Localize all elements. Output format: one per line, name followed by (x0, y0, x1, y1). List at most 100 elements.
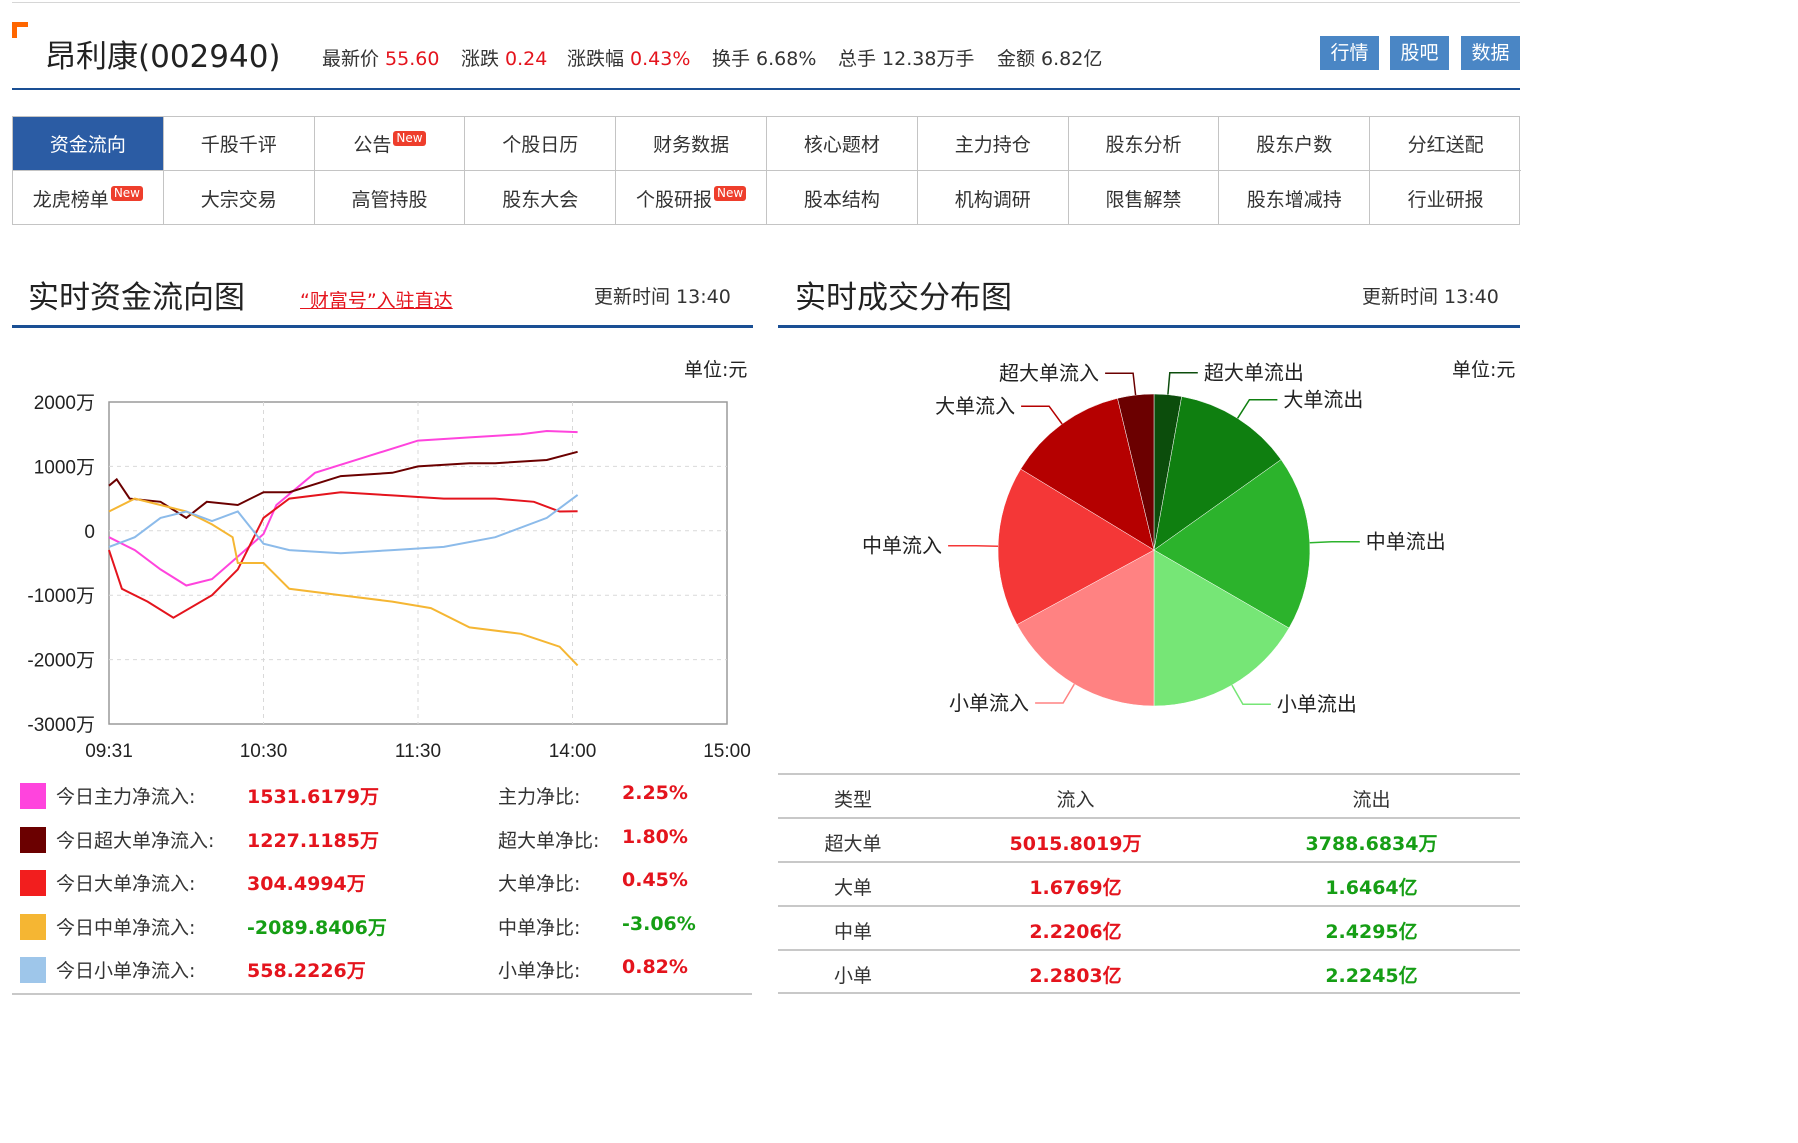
new-badge: New (110, 185, 143, 201)
legend-label: 今日主力净流入: (56, 786, 196, 808)
nav-tab[interactable]: 大宗交易 (164, 171, 315, 225)
pie-slice (1153, 459, 1311, 629)
legend-value: 304.4994万 (247, 873, 366, 895)
nav-tab[interactable]: 高管持股 (315, 171, 466, 225)
market-button[interactable]: 行情 (1320, 36, 1379, 70)
y-tick-label: -2000万 (27, 651, 95, 672)
row-inflow: 1.6769亿 (1029, 877, 1122, 899)
nav-tab-label: 行业研报 (1407, 188, 1484, 211)
nav-tab-label: 股东增减持 (1246, 188, 1342, 211)
legend-ratio-value: 2.25% (622, 782, 688, 804)
legend-ratio-label: 超大单净比: (498, 829, 600, 852)
nav-tab-label: 股东大会 (502, 188, 579, 211)
pie-leader-line (1105, 372, 1137, 396)
nav-tab[interactable]: 分红送配 (1370, 117, 1521, 171)
x-tick-label: 14:00 (549, 741, 597, 762)
nav-tab[interactable]: 股东大会 (465, 171, 617, 225)
data-button[interactable]: 数据 (1461, 36, 1520, 70)
nav-tab[interactable]: 股本结构 (767, 171, 918, 225)
pie-leader-line (1309, 540, 1360, 544)
stock-forum-button[interactable]: 股吧 (1390, 36, 1449, 70)
legend-ratio-value: 1.80% (622, 825, 688, 848)
nav-tab-label: 股东户数 (1256, 134, 1333, 156)
nav-tab[interactable]: 千股千评 (163, 117, 315, 171)
legend-ratio-value: -3.06% (622, 912, 696, 935)
fund-flow-line-chart: 2000万 1000万 0 -1000万 -2000万 -3000万 09:31 10:30 1… (27, 393, 750, 762)
nav-tab-label: 主力持仓 (954, 134, 1031, 156)
table-row: 超大单 5015.8019万 3788.6834万 (778, 817, 1520, 861)
pie-slice-label: 小单流入 (949, 691, 1029, 715)
nav-tab[interactable]: 主力持仓 (917, 117, 1069, 171)
header-divider (12, 88, 1520, 90)
flow-section-title: 实时资金流向图 (28, 280, 245, 316)
nav-tab-label: 财务数据 (653, 134, 730, 156)
series-line-4 (108, 497, 579, 667)
legend-value: 1531.6179万 (247, 786, 379, 808)
pie-slice-label: 中单流出 (1366, 530, 1446, 554)
table-bottom-rule (778, 992, 1520, 994)
nav-tab-label: 股东分析 (1105, 134, 1182, 156)
dist-unit-label: 单位:元 (1452, 359, 1516, 381)
legend-ratio-value: 0.45% (622, 869, 688, 891)
header-type: 类型 (833, 789, 872, 811)
nav-tab-label: 限售解禁 (1105, 188, 1182, 211)
table-header-row: 类型 流入 流出 (778, 773, 1520, 817)
pie-leader-line (1236, 398, 1278, 419)
nav-tab[interactable]: 机构调研 (918, 171, 1069, 225)
legend-ratio-value: 0.82% (622, 956, 688, 978)
wealth-account-link[interactable]: “财富号”入驻直达 (300, 290, 453, 312)
x-tick-label: 09:31 (85, 741, 133, 762)
row-inflow: 2.2206亿 (1029, 921, 1122, 943)
row-type: 中单 (833, 921, 872, 943)
nav-tab[interactable]: 个股日历 (465, 117, 617, 171)
legend-swatch (20, 957, 46, 983)
nav-tab[interactable]: 行业研报 (1370, 171, 1521, 225)
flow-section-rule (12, 325, 753, 328)
legend-ratio-label: 小单净比: (498, 960, 581, 982)
pie-leader-line (1021, 405, 1063, 425)
y-tick-label: 0 (84, 522, 95, 543)
nav-tab[interactable]: 股东户数 (1219, 117, 1371, 171)
row-outflow: 3788.6834万 (1305, 833, 1438, 855)
y-tick-label: 2000万 (34, 393, 95, 414)
row-type: 小单 (833, 965, 872, 987)
legend-row: 今日超大单净流入: 1227.1185万 超大单净比: 1.80% (20, 821, 760, 861)
table-row: 中单 2.2206亿 2.4295亿 (778, 905, 1520, 949)
nav-tab-label: 大宗交易 (200, 188, 277, 211)
nav-tab-label: 龙虎榜单 (32, 188, 109, 211)
pie-leader-line (1167, 371, 1198, 395)
nav-tab[interactable]: 核心题材 (767, 117, 918, 171)
nav-tab[interactable]: 个股研报 New (616, 171, 767, 225)
nav-tab[interactable]: 限售解禁 (1069, 171, 1220, 225)
pie-slice (1016, 549, 1155, 707)
nav-tab-label: 股本结构 (803, 188, 880, 211)
nav-tab-label: 千股千评 (200, 134, 277, 156)
nav-tab-label: 公告 (353, 134, 392, 156)
legend-ratio-label: 中单净比: (498, 916, 581, 939)
header-outflow: 流出 (1352, 789, 1391, 811)
nav-tab[interactable]: 股东增减持 (1219, 171, 1371, 225)
new-badge: New (393, 131, 426, 146)
legend-row: 今日中单净流入: -2089.8406万 中单净比: -3.06% (20, 908, 760, 948)
pie-leader-line (1231, 684, 1271, 705)
series-line-5 (108, 494, 579, 555)
nav-tab-label: 机构调研 (954, 188, 1031, 211)
top-border (12, 2, 1520, 3)
pie-slice-label: 超大单流出 (1204, 361, 1304, 385)
legend-row: 今日小单净流入: 558.2226万 小单净比: 0.82% (20, 951, 760, 991)
nav-tab[interactable]: 股东分析 (1068, 117, 1220, 171)
nav-tab[interactable]: 龙虎榜单 New (13, 171, 164, 225)
row-outflow: 2.4295亿 (1325, 921, 1418, 943)
corner-mark-icon (12, 22, 28, 38)
legend-label: 今日中单净流入: (56, 916, 196, 939)
nav-tab[interactable]: 资金流向 (13, 117, 164, 171)
quote-volume: 总手 12.38万手 (838, 48, 975, 70)
legend-value: 1227.1185万 (247, 829, 379, 852)
nav-tab[interactable]: 财务数据 (616, 117, 767, 171)
table-row: 大单 1.6769亿 1.6464亿 (778, 861, 1520, 905)
nav-tab[interactable]: 公告 New (314, 117, 466, 171)
legend-swatch (20, 870, 46, 896)
pie-slice-label: 大单流出 (1283, 388, 1363, 412)
pie-slice-label: 中单流入 (862, 534, 942, 558)
